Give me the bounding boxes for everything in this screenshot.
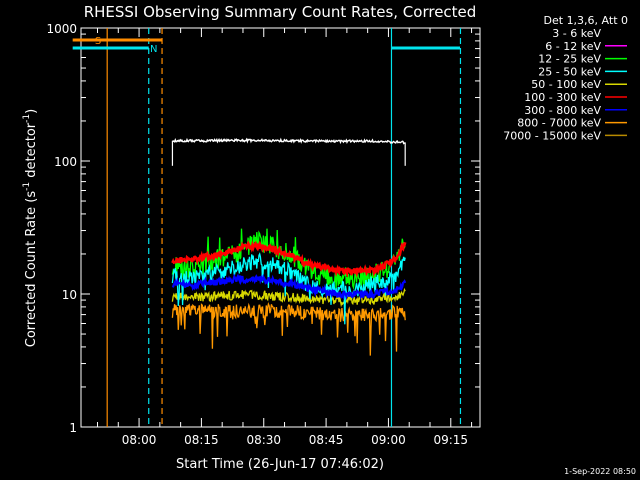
x-tick-label: 08:30: [246, 433, 281, 447]
legend-label: 25 - 50 keV: [538, 65, 601, 78]
x-tick-label: 09:00: [371, 433, 406, 447]
legend-label: 50 - 100 keV: [531, 78, 601, 91]
y-axis-label-mid: detector: [24, 122, 39, 182]
legend-label: 3 - 6 keV: [552, 27, 601, 40]
series-line: [171, 302, 406, 356]
plot-frame: [80, 27, 481, 428]
y-tick-label: 10: [62, 288, 77, 302]
plot-area: 1 10 100 1000 08:00 08:15 08:30 08:45 09:00 09:1…: [46, 22, 481, 447]
series-line: [171, 239, 407, 279]
series-line: [171, 273, 407, 301]
y-axis-label-sup1: -1: [22, 182, 32, 191]
legend-label: 800 - 7000 keV: [517, 117, 601, 130]
y-axis-label-end: ): [24, 109, 39, 114]
legend-title: Det 1,3,6, Att 0: [544, 14, 628, 27]
y-tick-label: 1000: [46, 22, 77, 36]
series-layer: [171, 137, 407, 356]
series-line: [171, 137, 406, 145]
x-tick-label: 08:00: [122, 433, 157, 447]
flag-label: S: [95, 36, 101, 47]
legend-label: 6 - 12 keV: [545, 40, 601, 53]
y-axis: 1 10 100 1000: [46, 22, 480, 435]
y-axis-label: Corrected Count Rate (s-1 detector-1): [22, 109, 39, 347]
x-axis-label: Start Time (26-Jun-17 07:46:02): [176, 457, 384, 472]
y-axis-label-main: Corrected Count Rate (s: [24, 191, 39, 348]
x-tick-label: 09:15: [433, 433, 468, 447]
x-axis: 08:00 08:15 08:30 08:45 09:00 09:15: [97, 28, 473, 447]
x-tick-label: 08:15: [184, 433, 219, 447]
state-flags: SN: [72, 36, 460, 55]
y-tick-label: 100: [54, 155, 77, 169]
legend-label: 300 - 800 keV: [524, 104, 601, 117]
y-axis-label-sup2: -1: [22, 114, 32, 123]
timestamp: 1-Sep-2022 08:50: [564, 467, 636, 476]
chart-title: RHESSI Observing Summary Count Rates, Co…: [84, 3, 477, 21]
flag-label: N: [150, 44, 157, 55]
x-tick-label: 08:45: [309, 433, 344, 447]
legend-label: 100 - 300 keV: [524, 91, 601, 104]
legend-label: 12 - 25 keV: [538, 53, 601, 66]
legend-label: 7000 - 15000 keV: [503, 129, 601, 142]
attenuator-markers: [106, 28, 462, 427]
y-tick-label: 1: [69, 421, 77, 435]
series-line: [171, 287, 406, 308]
